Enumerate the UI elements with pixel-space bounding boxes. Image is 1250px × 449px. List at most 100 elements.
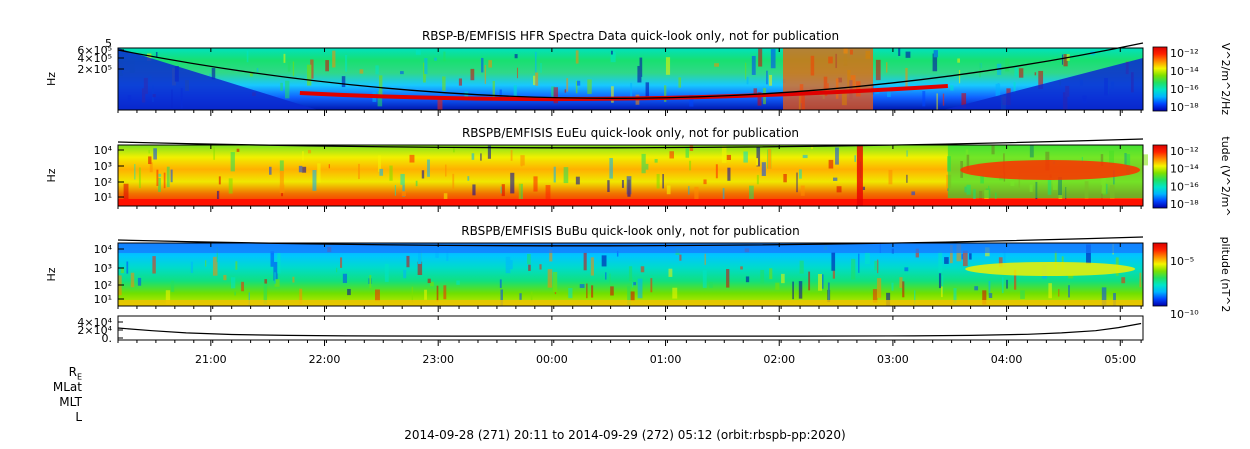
texture-streak	[726, 269, 730, 288]
texture-streak	[800, 185, 805, 196]
texture-streak	[230, 277, 236, 289]
cyclotron-trace	[117, 42, 1144, 99]
texture-streak	[488, 60, 492, 68]
texture-streak	[938, 251, 943, 273]
texture-streak	[564, 89, 567, 93]
colorbar	[1152, 144, 1168, 209]
texture-streak	[1014, 67, 1019, 77]
texture-streak	[218, 176, 221, 185]
texture-streak	[715, 164, 718, 179]
texture-streak	[540, 63, 542, 73]
texture-streak	[579, 284, 585, 288]
texture-streak	[263, 283, 267, 305]
y-tick-label: 6×10⁵	[77, 44, 112, 57]
line-series	[117, 322, 1142, 337]
upper-band	[118, 243, 1143, 253]
burst-region	[783, 48, 874, 110]
texture-streak	[158, 177, 161, 192]
texture-streak	[375, 65, 379, 75]
texture-streak	[932, 53, 938, 72]
texture-streak	[798, 281, 803, 299]
texture-streak	[1142, 154, 1148, 166]
texture-streak	[341, 76, 346, 88]
texture-streak	[583, 252, 587, 271]
texture-streak	[944, 257, 949, 264]
texture-streak	[940, 286, 943, 298]
texture-streak	[325, 60, 329, 72]
texture-streak	[637, 65, 642, 83]
texture-streak	[519, 293, 522, 300]
texture-streak	[411, 286, 413, 303]
texture-streak	[1034, 72, 1037, 76]
texture-streak	[650, 278, 653, 293]
texture-streak	[1006, 279, 1008, 289]
texture-streak	[424, 289, 427, 300]
texture-streak	[689, 94, 694, 107]
texture-streak	[130, 272, 135, 288]
texture-streak	[403, 269, 407, 279]
texture-streak	[654, 158, 658, 163]
texture-streak	[137, 277, 142, 286]
texture-streak	[551, 86, 555, 97]
texture-streak	[126, 261, 129, 274]
panel-title: RBSP-B/EMFISIS HFR Spectra Data quick-lo…	[422, 29, 839, 43]
texture-streak	[513, 85, 517, 98]
texture-streak	[280, 82, 283, 91]
texture-streak	[212, 256, 218, 276]
y-tick-label: 4×10⁵	[77, 52, 112, 65]
texture-streak	[279, 170, 284, 191]
texture-streak	[520, 155, 525, 166]
texture-streak	[492, 80, 495, 101]
texture-streak	[828, 159, 834, 169]
y-tick-label: 10⁴	[94, 144, 113, 157]
texture-streak	[685, 148, 689, 158]
texture-streak	[607, 180, 610, 192]
y-axis-label: Hz	[45, 72, 58, 86]
texture-streak	[190, 261, 194, 273]
texture-streak	[402, 184, 405, 197]
texture-streak	[563, 167, 569, 184]
texture-streak	[616, 250, 619, 257]
texture-streak	[936, 93, 938, 110]
texture-streak	[656, 173, 660, 189]
texture-streak	[516, 67, 519, 79]
texture-streak	[590, 257, 594, 276]
texture-streak	[269, 166, 272, 175]
texture-streak	[1020, 290, 1025, 299]
texture-streak	[757, 92, 762, 106]
ephemeris-label-mlat: MLat	[52, 380, 82, 394]
texture-streak	[415, 49, 421, 55]
texture-streak	[1058, 288, 1060, 297]
texture-streak	[335, 267, 338, 273]
colorbar-tick-label: 10⁻¹⁴	[1170, 163, 1199, 176]
y-tick-label: 10¹	[94, 191, 112, 204]
texture-streak	[165, 290, 171, 305]
y-tick-label: 0.	[102, 332, 113, 345]
texture-streak	[898, 48, 901, 56]
texture-streak	[746, 76, 749, 85]
texture-streak	[480, 153, 482, 161]
texture-streak	[500, 186, 503, 194]
texture-streak	[767, 148, 772, 169]
texture-streak	[418, 247, 422, 264]
y-tick-label: 2×10⁴	[77, 324, 112, 337]
texture-streak	[274, 279, 280, 287]
texture-streak	[273, 261, 278, 281]
texture-streak	[216, 191, 219, 201]
texture-streak	[384, 263, 389, 282]
texture-streak	[230, 152, 235, 172]
texture-streak	[148, 149, 150, 154]
texture-streak	[415, 180, 418, 187]
texture-streak	[1018, 68, 1024, 78]
texture-streak	[277, 253, 281, 274]
texture-streak	[409, 154, 415, 163]
texture-streak	[858, 253, 860, 273]
texture-streak	[979, 63, 981, 78]
x-tick-label: 01:00	[650, 353, 682, 366]
texture-streak	[703, 179, 707, 185]
x-tick-label: 05:00	[1104, 353, 1136, 366]
texture-streak	[575, 50, 579, 64]
texture-streak	[241, 281, 245, 292]
texture-streak	[374, 289, 380, 302]
